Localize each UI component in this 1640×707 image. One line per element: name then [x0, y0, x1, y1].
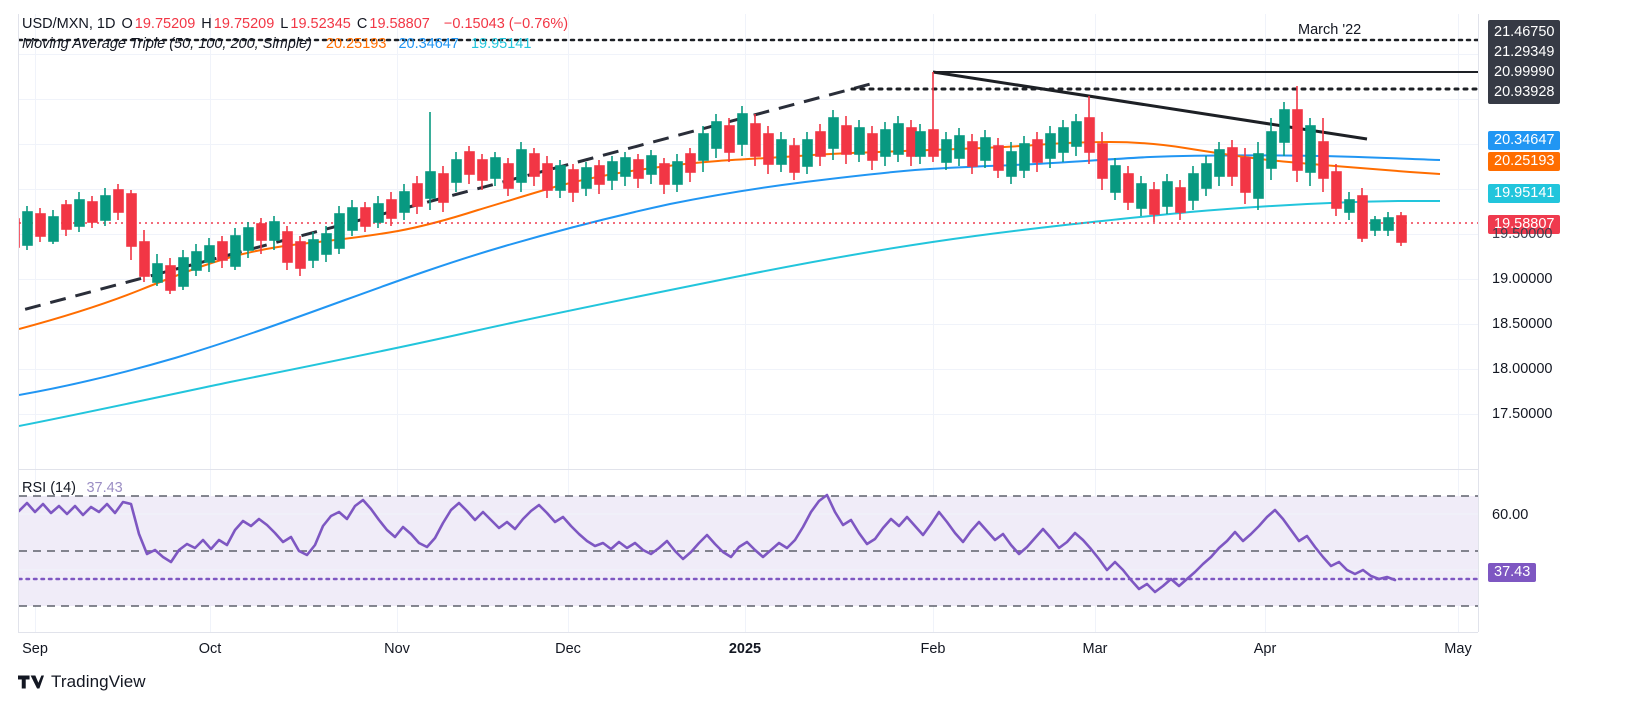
time-tick-feb: Feb	[920, 641, 946, 657]
dark-badge-2: 20.99990	[1494, 64, 1555, 80]
price-axis-border	[1478, 14, 1479, 632]
candlestick-series	[19, 72, 1407, 294]
price-tick-18-00: 18.00000	[1492, 361, 1553, 377]
dark-price-badge-group: 21.46750 21.29349 20.99990 20.93928	[1488, 20, 1561, 104]
tradingview-branding[interactable]: TradingView	[18, 672, 146, 692]
chart-canvas[interactable]: USD/MXN, 1D O 19.75209 H 19.75209 L 19.5234…	[0, 14, 1640, 632]
time-axis-border	[18, 632, 1478, 633]
time-tick-apr: Apr	[1253, 641, 1277, 657]
time-tick-may: May	[1444, 641, 1472, 657]
price-tick-18-50: 18.50000	[1492, 316, 1553, 332]
ma50-line	[19, 140, 1441, 330]
rsi-tick-60: 60.00	[1492, 507, 1529, 523]
time-tick-dec: Dec	[555, 641, 581, 657]
rsi-line	[19, 493, 1397, 594]
ma200-line	[19, 200, 1440, 427]
price-tick-19-50: 19.50000	[1492, 226, 1553, 242]
chart-svg	[18, 14, 1479, 632]
rsi-legend: RSI (14) 37.43	[22, 479, 123, 497]
dark-badge-3: 20.93928	[1494, 84, 1555, 100]
time-tick-2025: 2025	[728, 641, 762, 657]
price-tick-19-00: 19.00000	[1492, 271, 1553, 287]
time-axis[interactable]: Sep Oct Nov Dec 2025 Feb Mar Apr May	[0, 632, 1640, 666]
dark-badge-0: 21.46750	[1494, 24, 1555, 40]
time-tick-oct: Oct	[198, 641, 222, 657]
rsi-legend-value: 37.43	[86, 480, 123, 496]
price-axis[interactable]: March '22 21.46750 21.29349 20.99990 20.…	[1298, 14, 1640, 632]
ma200-price-badge: 19.95141	[1488, 184, 1561, 203]
rsi-value-badge: 37.43	[1488, 563, 1537, 582]
date-range-tag: March '22	[1298, 22, 1362, 38]
time-tick-nov: Nov	[384, 641, 410, 657]
dark-badge-1: 21.29349	[1494, 44, 1555, 60]
current-price-badge: 19.58807	[1488, 215, 1561, 234]
rsi-title[interactable]: RSI (14)	[22, 480, 76, 496]
tradingview-logo-icon	[18, 675, 44, 689]
ma100-line	[19, 154, 1441, 396]
price-tick-17-50: 17.50000	[1492, 406, 1553, 422]
tradingview-wordmark: TradingView	[51, 672, 146, 691]
time-tick-mar: Mar	[1082, 641, 1108, 657]
time-tick-sep: Sep	[22, 641, 48, 657]
ma50-price-badge: 20.25193	[1488, 152, 1561, 171]
ma100-price-badge: 20.34647	[1488, 131, 1561, 150]
